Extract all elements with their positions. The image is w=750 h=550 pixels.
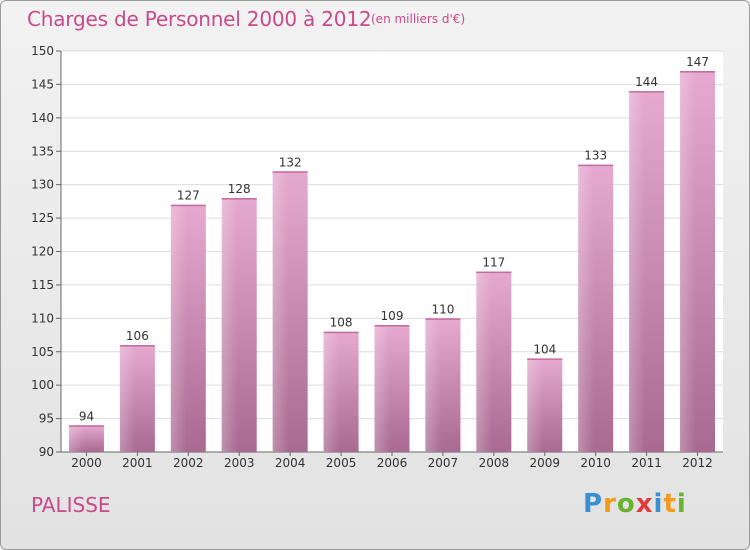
y-tick-label: 90 xyxy=(39,445,54,459)
y-tick-label: 115 xyxy=(31,278,54,292)
value-label: 108 xyxy=(330,316,353,330)
bar-2011 xyxy=(629,91,665,452)
bar-top xyxy=(680,71,716,73)
value-label: 132 xyxy=(279,155,302,169)
bar-2007 xyxy=(425,318,461,452)
y-tick-label: 100 xyxy=(31,378,54,392)
x-tick-label: 2008 xyxy=(479,456,510,470)
value-label: 128 xyxy=(228,182,251,196)
value-label: 94 xyxy=(79,409,94,423)
logo-letter: o xyxy=(616,489,636,519)
bar-highlight xyxy=(221,198,238,452)
bar-2000 xyxy=(68,425,104,452)
x-tick-label: 2007 xyxy=(428,456,459,470)
bar-2005 xyxy=(323,331,359,452)
logo-letter: r xyxy=(603,489,617,519)
bar-highlight xyxy=(680,71,696,453)
bar-highlight xyxy=(323,331,340,452)
y-tick-label: 125 xyxy=(31,211,54,225)
value-label: 144 xyxy=(635,75,658,89)
value-label: 104 xyxy=(533,342,556,356)
x-tick-label: 2003 xyxy=(224,456,255,470)
x-tick-label: 2006 xyxy=(377,456,408,470)
bar-highlight xyxy=(629,91,645,452)
proxiti-logo: Proxiti xyxy=(583,489,687,519)
y-tick-label: 110 xyxy=(31,311,54,325)
logo-letter: i xyxy=(676,489,687,519)
bars xyxy=(68,71,716,453)
value-label: 147 xyxy=(686,55,709,69)
y-tick-label: 95 xyxy=(39,412,54,426)
bar-highlight xyxy=(272,171,289,453)
x-tick-label: 2001 xyxy=(122,456,153,470)
value-label: 110 xyxy=(431,302,454,316)
x-tick-label: 2009 xyxy=(529,456,560,470)
chart-title: Charges de Personnel 2000 à 2012 xyxy=(27,7,372,31)
bar-top xyxy=(425,318,461,320)
x-tick-label: 2004 xyxy=(275,456,306,470)
chart-unit: (en milliers d'€) xyxy=(371,12,466,26)
y-tick-label: 145 xyxy=(31,77,54,91)
value-label: 133 xyxy=(584,149,607,163)
y-tick-label: 120 xyxy=(31,245,54,259)
logo-letter: i xyxy=(653,489,664,519)
bar-highlight xyxy=(476,271,493,452)
bar-highlight xyxy=(374,325,391,452)
y-tick-label: 130 xyxy=(31,178,54,192)
bar-top xyxy=(68,425,104,427)
x-tick-label: 2012 xyxy=(682,456,713,470)
bar-2008 xyxy=(476,271,512,452)
bar-highlight xyxy=(170,204,187,452)
x-tick-label: 2002 xyxy=(173,456,204,470)
bar-top xyxy=(323,331,359,334)
bar-2001 xyxy=(119,345,155,452)
logo-letter: x xyxy=(635,489,654,519)
y-tick-label: 105 xyxy=(31,345,54,359)
bar-highlight xyxy=(68,425,85,452)
commune-name: PALISSE xyxy=(31,493,111,517)
bar-highlight xyxy=(425,318,442,452)
bar-2010 xyxy=(578,164,614,452)
bar-top xyxy=(476,271,512,274)
y-tick-label: 150 xyxy=(31,44,54,58)
bar-top xyxy=(221,198,257,200)
x-tick-label: 2005 xyxy=(326,456,357,470)
value-label: 106 xyxy=(126,329,149,343)
logo-letter: t xyxy=(663,489,677,519)
bar-top xyxy=(374,325,410,327)
value-label: 117 xyxy=(482,256,505,270)
bar-2012 xyxy=(680,71,716,453)
y-tick-label: 135 xyxy=(31,144,54,158)
bar-highlight xyxy=(578,164,594,452)
bar-2002 xyxy=(170,204,206,452)
bar-2009 xyxy=(527,358,563,452)
x-tick-label: 2011 xyxy=(631,456,662,470)
value-label: 109 xyxy=(381,309,404,323)
bar-top xyxy=(629,91,665,93)
value-label: 127 xyxy=(177,189,200,203)
bar-top xyxy=(578,164,614,167)
bar-highlight xyxy=(527,358,544,452)
bar-highlight xyxy=(119,345,136,452)
logo-letter: P xyxy=(583,489,604,519)
y-tick-label: 140 xyxy=(31,111,54,125)
bar-top xyxy=(527,358,563,360)
bar-2006 xyxy=(374,325,410,452)
bar-top xyxy=(170,204,206,207)
labels: 90 95 100 105 110 115 120 125 130 135 140 145 150 94 2… xyxy=(31,44,713,470)
x-tick-label: 2010 xyxy=(580,456,611,470)
x-tick-label: 2000 xyxy=(71,456,102,470)
bar-top xyxy=(272,171,308,173)
bar-2004 xyxy=(272,171,308,453)
bar-top xyxy=(119,345,155,347)
bar-2003 xyxy=(221,198,257,452)
